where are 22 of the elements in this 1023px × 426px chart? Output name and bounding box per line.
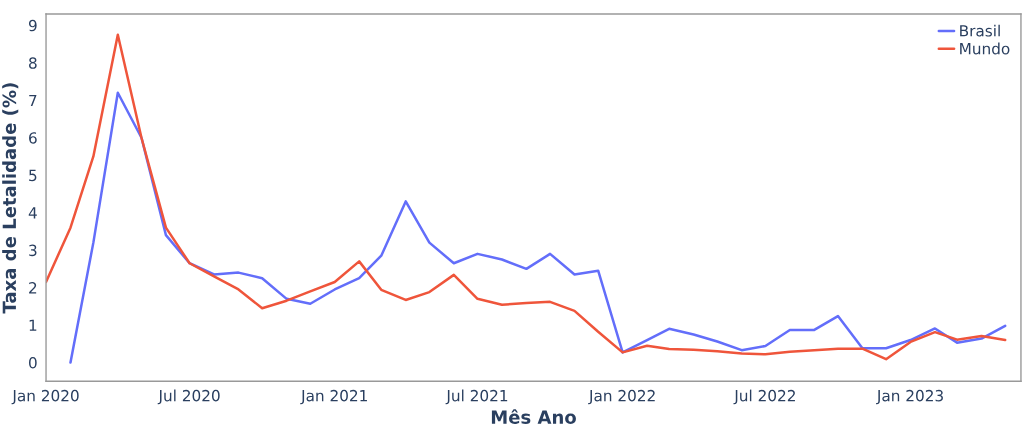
x-tick-label: Jul 2020 <box>157 389 220 405</box>
legend-label: Brasil <box>960 24 1000 37</box>
y-axis-title: Taxa de Letalidade (%) <box>2 83 19 314</box>
line-series <box>69 91 1007 364</box>
y-tick-label: 0 <box>28 357 37 369</box>
y-tick-label: 4 <box>28 207 37 219</box>
y-tick-label: 7 <box>29 94 37 107</box>
x-tick-label: Jul 2022 <box>733 389 795 405</box>
x-axis-title: Mês Ano <box>491 409 576 424</box>
x-tick-label: Jan 2022 <box>588 389 655 405</box>
x-tick-label: Jan 2020 <box>11 389 79 405</box>
x-tick-label: Jan 2023 <box>876 389 943 405</box>
y-tick-label: 5 <box>29 169 37 182</box>
y-tick-label: 8 <box>29 57 37 69</box>
y-tick-label: 9 <box>28 19 37 32</box>
y-tick-label: 6 <box>29 132 37 144</box>
y-tick-label: 3 <box>29 244 37 257</box>
y-tick-label: 1 <box>29 319 37 331</box>
y-tick-label: 2 <box>29 282 37 294</box>
x-tick-label: Jan 2021 <box>300 389 367 405</box>
legend-label: Mundo <box>960 42 1010 55</box>
x-tick-label: Jul 2021 <box>445 389 508 405</box>
